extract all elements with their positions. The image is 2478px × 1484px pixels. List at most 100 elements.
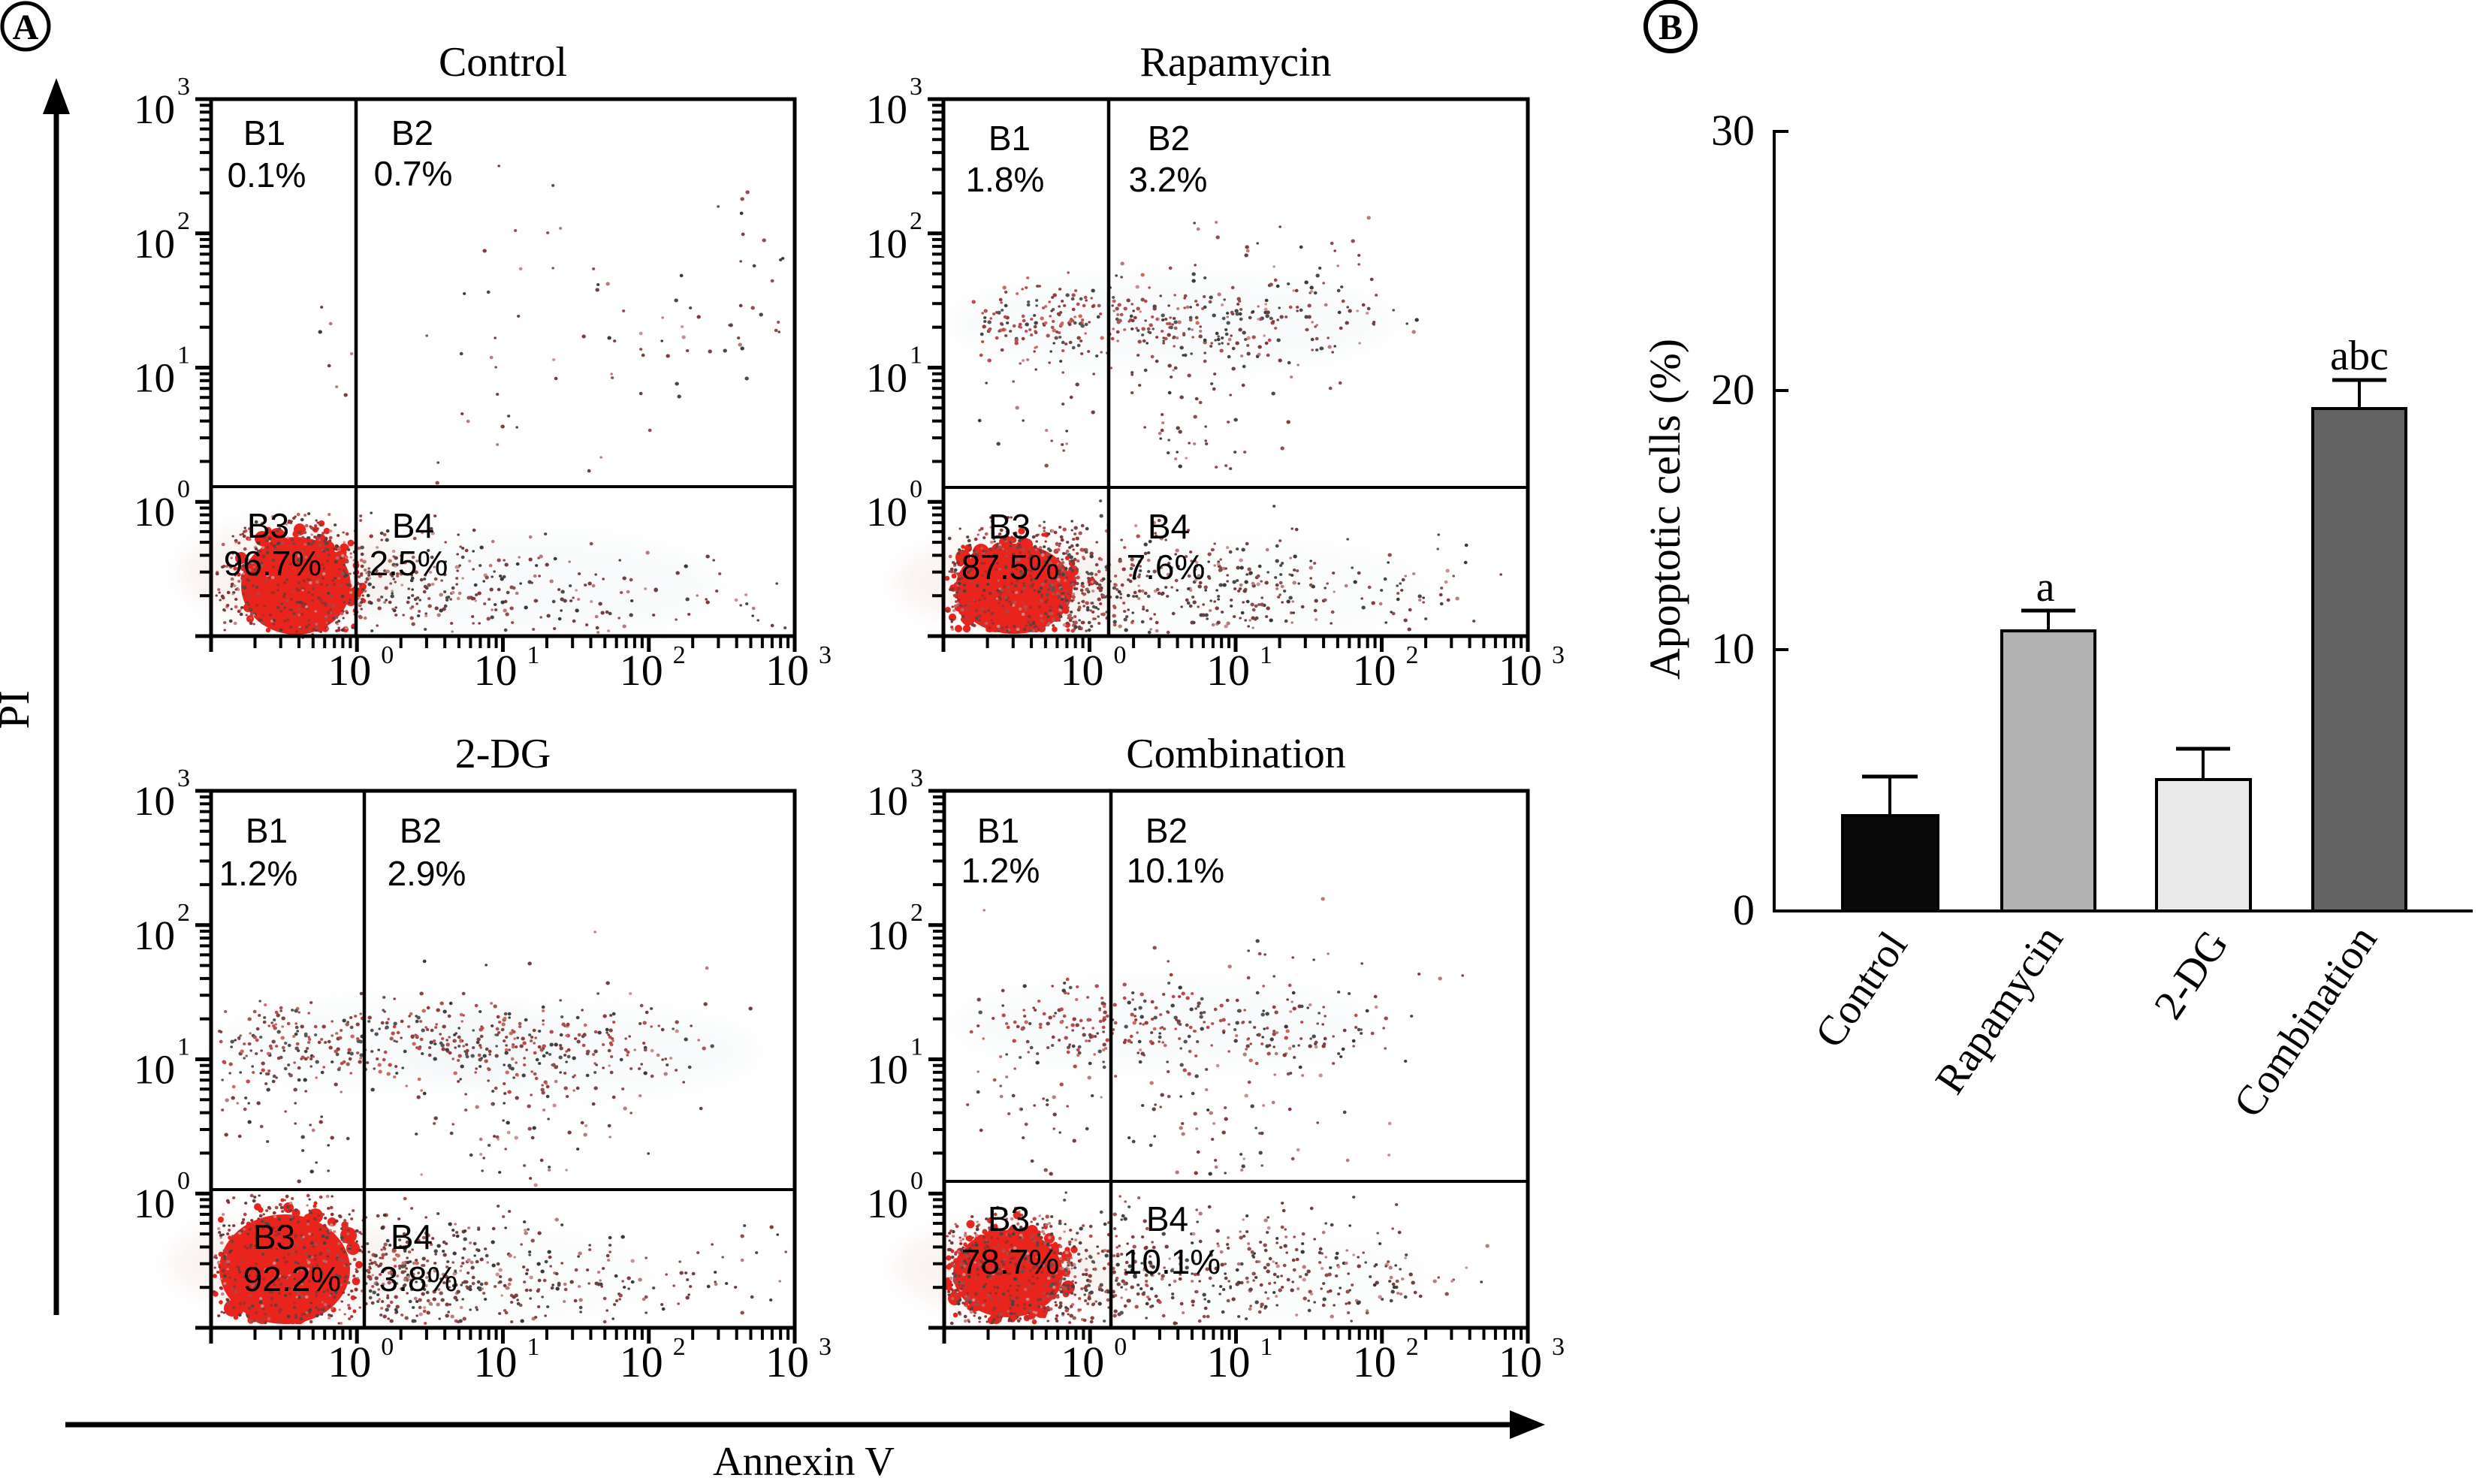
svg-text:10: 10	[134, 221, 175, 267]
svg-text:2: 2	[910, 899, 923, 927]
svg-text:2: 2	[1406, 641, 1419, 669]
svg-text:10: 10	[1711, 624, 1755, 673]
svg-text:B2: B2	[1148, 119, 1190, 158]
svg-text:3: 3	[910, 73, 922, 101]
svg-text:7.6%: 7.6%	[1127, 547, 1206, 587]
svg-text:B4: B4	[1146, 1199, 1188, 1238]
svg-text:2: 2	[177, 899, 190, 927]
svg-text:10: 10	[867, 1181, 908, 1226]
svg-text:10: 10	[620, 1338, 663, 1386]
svg-text:78.7%: 78.7%	[961, 1242, 1059, 1281]
svg-text:a: a	[2036, 564, 2055, 611]
svg-text:B2: B2	[400, 811, 442, 850]
svg-text:Combination: Combination	[1126, 731, 1345, 777]
svg-text:2.9%: 2.9%	[388, 854, 466, 893]
svg-text:92.2%: 92.2%	[243, 1259, 341, 1298]
svg-text:Apoptotic cells (%): Apoptotic cells (%)	[1640, 339, 1689, 680]
svg-text:10: 10	[134, 86, 175, 132]
svg-text:0: 0	[910, 1167, 923, 1195]
svg-text:2: 2	[177, 207, 190, 235]
svg-text:1: 1	[1260, 641, 1272, 669]
svg-text:3.2%: 3.2%	[1129, 160, 1208, 199]
svg-text:0: 0	[1733, 885, 1755, 934]
svg-text:96.7%: 96.7%	[224, 544, 321, 583]
svg-text:10: 10	[134, 778, 175, 824]
svg-text:10: 10	[134, 912, 175, 958]
svg-text:0.1%: 0.1%	[228, 155, 306, 195]
svg-text:2: 2	[1406, 1333, 1419, 1361]
svg-text:0: 0	[177, 475, 190, 503]
svg-text:1: 1	[910, 342, 922, 369]
svg-text:10: 10	[1499, 646, 1542, 695]
svg-text:2.5%: 2.5%	[370, 544, 448, 583]
svg-text:2-DG: 2-DG	[455, 731, 551, 777]
svg-text:3: 3	[177, 73, 190, 101]
svg-text:10: 10	[1353, 646, 1396, 695]
svg-text:Annexin V: Annexin V	[713, 1438, 895, 1480]
svg-text:0: 0	[1114, 641, 1127, 669]
svg-text:B1: B1	[243, 113, 285, 152]
svg-text:0: 0	[177, 1167, 190, 1195]
svg-text:1.2%: 1.2%	[219, 854, 298, 893]
svg-text:10.1%: 10.1%	[1127, 851, 1224, 890]
svg-text:1: 1	[1260, 1333, 1273, 1361]
svg-text:3.8%: 3.8%	[379, 1259, 458, 1298]
svg-text:10: 10	[134, 489, 175, 535]
svg-text:2: 2	[673, 1333, 686, 1361]
svg-text:3: 3	[819, 641, 832, 669]
svg-text:20: 20	[1711, 365, 1755, 414]
svg-text:Rapamycin: Rapamycin	[1139, 39, 1331, 86]
svg-text:B3: B3	[988, 507, 1031, 546]
svg-text:30: 30	[1711, 106, 1755, 155]
svg-text:1: 1	[527, 1333, 540, 1361]
svg-text:10: 10	[474, 1338, 518, 1386]
svg-text:B1: B1	[246, 811, 288, 850]
svg-text:B1: B1	[988, 119, 1031, 158]
svg-text:abc: abc	[2330, 333, 2389, 379]
svg-text:10: 10	[620, 646, 663, 695]
svg-text:PI: PI	[0, 690, 38, 729]
svg-text:0: 0	[381, 641, 394, 669]
svg-text:B3: B3	[988, 1199, 1030, 1238]
svg-text:10: 10	[134, 1047, 175, 1093]
svg-text:B: B	[1659, 8, 1683, 47]
svg-text:B2: B2	[391, 113, 433, 152]
svg-text:3: 3	[819, 1333, 832, 1361]
svg-text:10: 10	[867, 912, 908, 958]
svg-text:10: 10	[867, 778, 908, 824]
svg-text:3: 3	[1552, 1333, 1565, 1361]
svg-text:0: 0	[1114, 1333, 1127, 1361]
svg-text:10: 10	[1207, 1338, 1251, 1386]
svg-text:3: 3	[177, 765, 190, 792]
svg-text:10: 10	[134, 1181, 175, 1226]
svg-text:10: 10	[134, 355, 175, 401]
svg-text:Control: Control	[439, 39, 567, 86]
svg-text:B3: B3	[253, 1217, 295, 1256]
svg-text:10: 10	[866, 86, 907, 132]
svg-text:B1: B1	[977, 811, 1019, 850]
svg-text:B3: B3	[247, 506, 289, 545]
svg-text:3: 3	[910, 765, 923, 792]
svg-text:10: 10	[866, 355, 907, 401]
svg-text:1.2%: 1.2%	[961, 851, 1040, 890]
svg-text:B4: B4	[1148, 507, 1190, 546]
svg-text:87.5%: 87.5%	[961, 547, 1059, 587]
svg-text:10: 10	[1061, 1338, 1104, 1386]
svg-text:10: 10	[765, 1338, 809, 1386]
svg-text:10: 10	[765, 646, 809, 695]
svg-text:10: 10	[1206, 646, 1250, 695]
svg-text:10: 10	[1061, 646, 1104, 695]
svg-text:10: 10	[474, 646, 518, 695]
svg-text:10: 10	[867, 1047, 908, 1093]
svg-text:10: 10	[866, 221, 907, 267]
svg-text:0.7%: 0.7%	[374, 154, 453, 193]
svg-text:0: 0	[910, 475, 922, 503]
svg-text:1: 1	[527, 641, 540, 669]
svg-text:10: 10	[866, 489, 907, 535]
svg-text:B2: B2	[1145, 811, 1188, 850]
svg-text:2: 2	[673, 641, 686, 669]
svg-text:1: 1	[910, 1033, 923, 1061]
svg-text:10: 10	[1499, 1338, 1542, 1386]
svg-text:10: 10	[327, 1338, 371, 1386]
svg-text:3: 3	[1552, 641, 1565, 669]
